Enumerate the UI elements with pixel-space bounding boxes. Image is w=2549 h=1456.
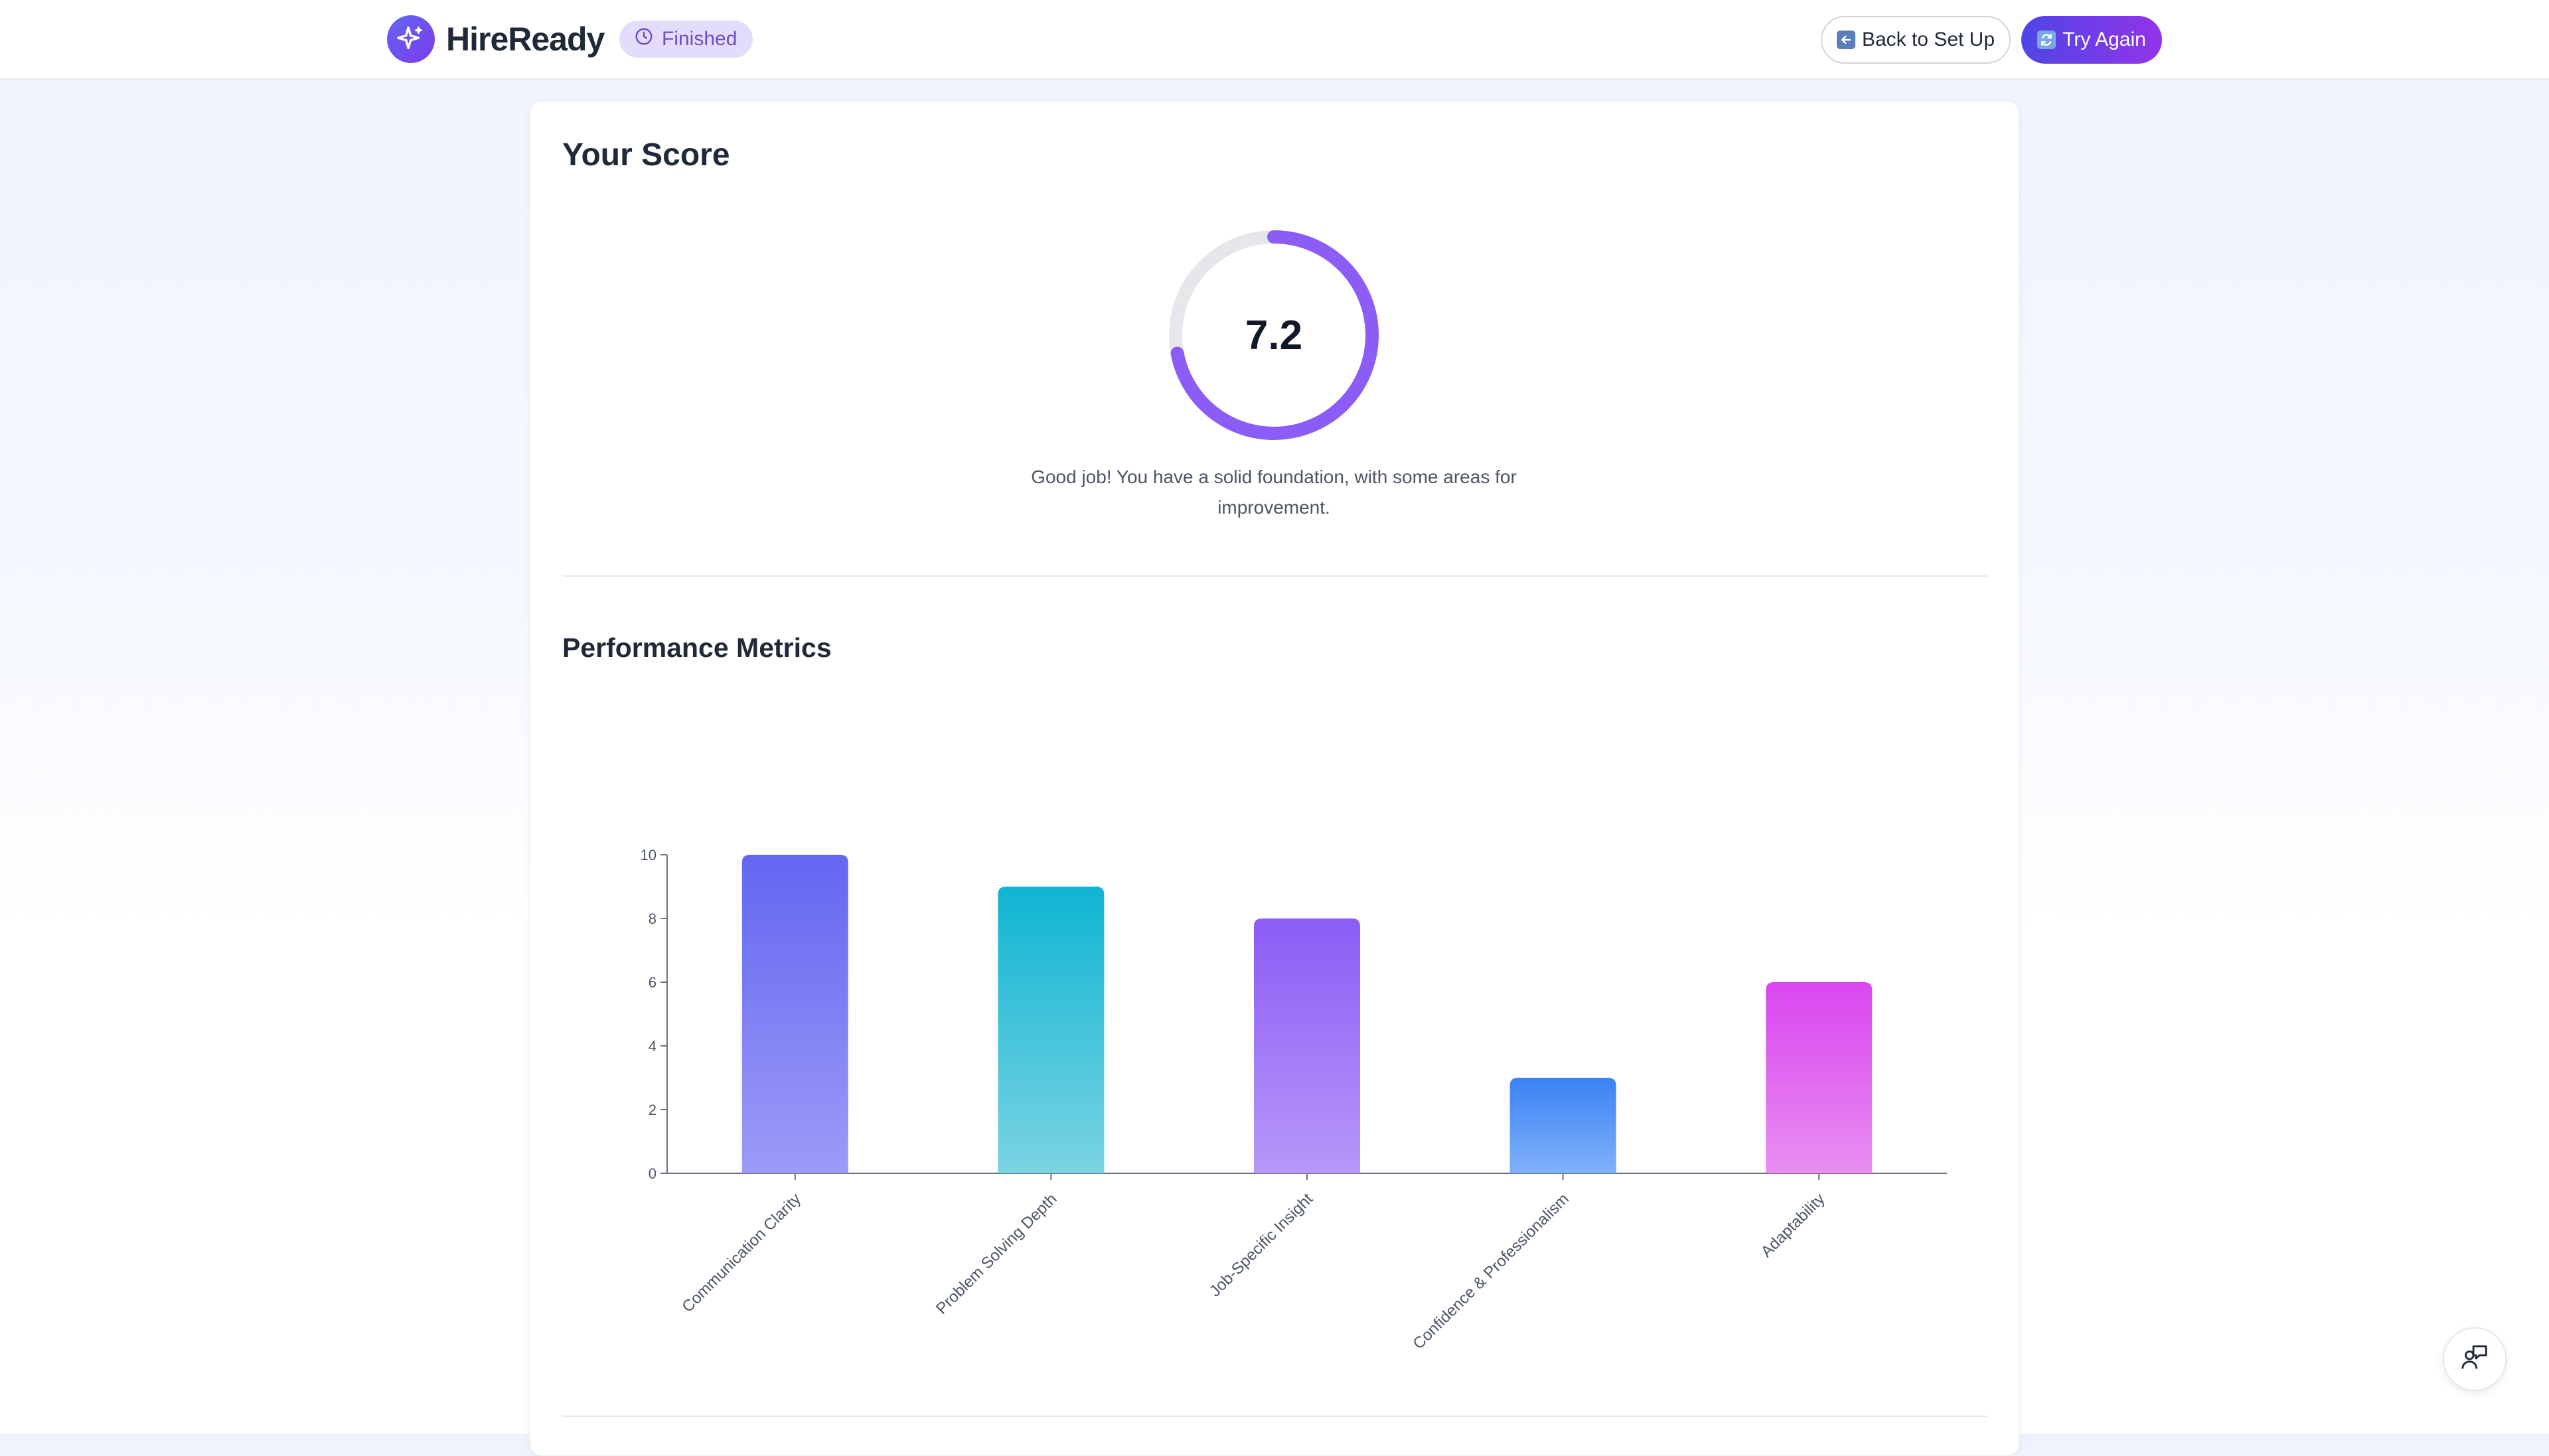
sparkle-icon[interactable] [387, 15, 435, 63]
feedback-button[interactable] [2443, 1327, 2507, 1391]
section-divider-bottom [562, 1416, 1987, 1417]
try-again-button[interactable]: Try Again [2021, 16, 2162, 64]
x-tick-label: Job-Specific Insight [1206, 1190, 1316, 1300]
back-to-setup-button[interactable]: Back to Set Up [1821, 16, 2011, 64]
section-divider [562, 575, 1987, 577]
x-tick-label: Adaptability [1758, 1190, 1829, 1261]
clock-icon [634, 27, 654, 52]
x-tick-label: Communication Clarity [678, 1190, 805, 1316]
status-label: Finished [662, 28, 737, 50]
bar-job-specific-insight [1254, 918, 1360, 1173]
brand-name[interactable]: HireReady [446, 21, 605, 58]
score-title: Your Score [562, 137, 730, 173]
y-tick-label: 2 [649, 1102, 657, 1118]
metrics-title: Performance Metrics [562, 632, 832, 663]
bar-confidence-professionalism [1509, 1078, 1616, 1173]
bar-adaptability [1766, 982, 1873, 1173]
bar-communication-clarity [741, 855, 848, 1173]
results-card: Your Score 7.2 Good job! You have a soli… [530, 101, 2019, 1456]
y-tick-label: 6 [649, 974, 657, 991]
score-value: 7.2 [1245, 312, 1303, 358]
status-badge: Finished [619, 21, 753, 58]
x-tick-label: Problem Solving Depth [933, 1190, 1061, 1318]
x-tick-label: Confidence & Professionalism [1409, 1190, 1572, 1352]
performance-bar-chart: 0 2 4 6 8 10 Communication Clarity Problem Solv… [641, 847, 1947, 1353]
score-ring-progress [1169, 230, 1379, 440]
bar-problem-solving-depth [998, 887, 1105, 1173]
y-tick-label: 0 [649, 1165, 657, 1182]
y-tick-label: 10 [641, 847, 657, 863]
app-header: HireReady Finished Back to Set Up Try Ag… [0, 0, 2549, 80]
y-tick-label: 8 [649, 910, 657, 927]
score-ring [1169, 230, 1379, 440]
refresh-icon [2037, 31, 2056, 49]
y-tick-label: 4 [649, 1038, 657, 1055]
feedback-chat-icon [2459, 1343, 2490, 1376]
back-arrow-icon [1836, 31, 1855, 49]
back-to-setup-label: Back to Set Up [1861, 29, 1995, 50]
score-message: Good job! You have a solid foundation, w… [1031, 467, 1517, 518]
try-again-label: Try Again [2062, 29, 2146, 50]
